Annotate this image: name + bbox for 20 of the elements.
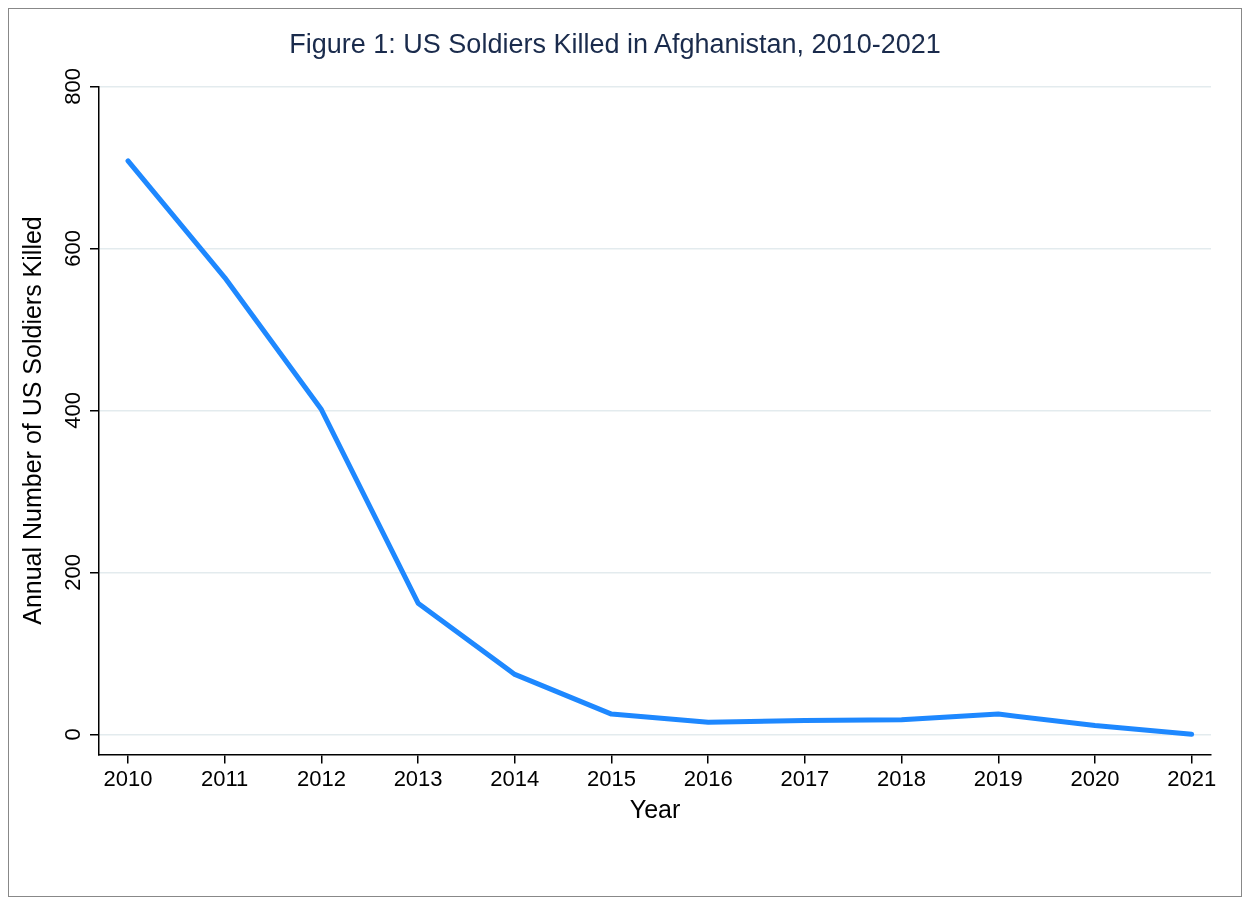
- y-tick-label: 200: [60, 554, 86, 591]
- x-tick-label: 2021: [1167, 765, 1217, 791]
- y-tick-label: 800: [60, 68, 86, 105]
- y-tick-label: 400: [60, 392, 86, 429]
- x-tick-label: 2017: [780, 765, 830, 791]
- x-tick-label: 2012: [296, 765, 346, 791]
- x-tick-label: 2010: [103, 765, 153, 791]
- x-axis-title: Year: [629, 794, 681, 823]
- x-tick-label: 2013: [393, 765, 443, 791]
- x-tick-label: 2014: [490, 765, 540, 791]
- x-tick-label: 2020: [1070, 765, 1120, 791]
- x-tick-label: 2015: [587, 765, 636, 791]
- x-tick-label: 2011: [201, 765, 249, 791]
- x-tick-label: 2018: [877, 765, 927, 791]
- y-tick-label: 600: [60, 230, 86, 267]
- y-axis-title: Annual Number of US Soldiers Killed: [17, 216, 46, 625]
- chart-title: Figure 1: US Soldiers Killed in Afghanistan, 2010-2021: [289, 28, 941, 59]
- x-tick-label: 2019: [973, 765, 1023, 791]
- x-tick-label: 2016: [683, 765, 733, 791]
- y-tick-label: 0: [60, 728, 86, 741]
